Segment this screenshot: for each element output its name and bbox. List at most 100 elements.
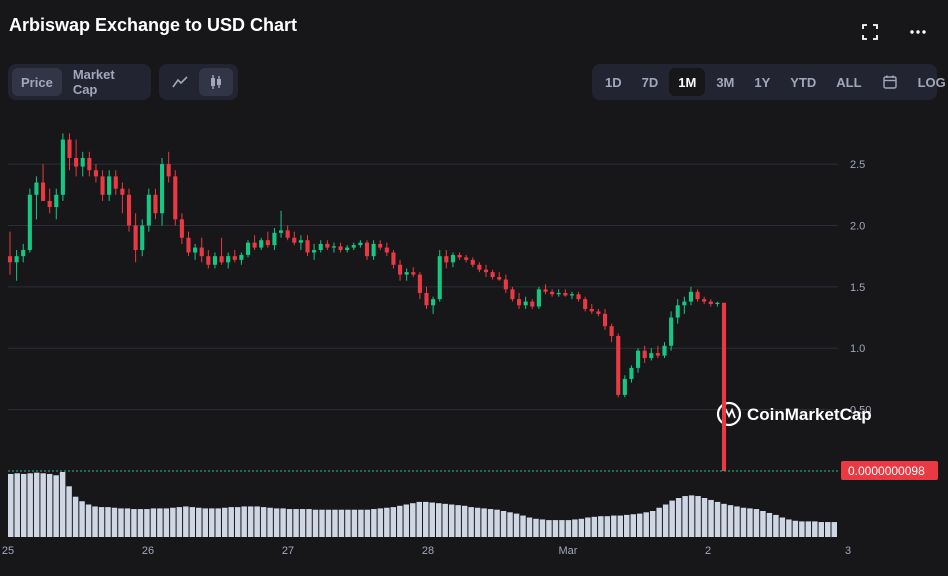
top-icons xyxy=(860,22,928,42)
volume-bar xyxy=(435,503,442,537)
candle-body xyxy=(133,225,138,251)
volume-bar xyxy=(364,509,371,537)
volume-bar xyxy=(332,509,338,537)
tab-3m[interactable]: 3M xyxy=(716,74,735,90)
coinmarketcap-logo-icon xyxy=(716,401,742,427)
candle-body xyxy=(113,176,118,189)
candle-body xyxy=(232,256,237,260)
candle-body xyxy=(60,139,65,195)
candle-body xyxy=(609,326,614,336)
metric-tabs: Price Market Cap xyxy=(8,64,151,100)
candle-body xyxy=(642,350,647,359)
volume-bar xyxy=(403,504,410,537)
candle-body xyxy=(675,305,680,318)
volume-bar xyxy=(124,508,131,537)
volume-bar xyxy=(98,507,105,537)
volume-bar xyxy=(111,507,118,537)
volume-bar xyxy=(598,516,604,537)
candle-body xyxy=(464,257,469,260)
tab-1m[interactable]: 1M xyxy=(669,68,706,96)
candle-body xyxy=(338,246,343,251)
tab-1d[interactable]: 1D xyxy=(605,74,622,90)
date-range-button[interactable] xyxy=(873,68,907,96)
tab-all[interactable]: ALL xyxy=(836,74,862,90)
volume-bar xyxy=(131,509,137,537)
tab-1y[interactable]: 1Y xyxy=(754,74,771,90)
calendar-icon xyxy=(882,75,897,89)
volume-bar xyxy=(624,514,630,537)
candle-body xyxy=(146,194,151,226)
volume-bar xyxy=(299,509,306,537)
candle-body xyxy=(550,291,555,295)
x-tick-label: 28 xyxy=(422,545,434,557)
tab-ytd[interactable]: YTD xyxy=(790,74,817,90)
candle-body xyxy=(351,245,356,248)
candle-body xyxy=(140,225,145,251)
candle-body xyxy=(470,259,475,265)
candle-body xyxy=(153,194,158,214)
volume-bar xyxy=(714,501,721,537)
candle-body xyxy=(636,350,641,368)
candle-body xyxy=(682,301,687,306)
fullscreen-icon[interactable] xyxy=(860,22,880,42)
candle-body xyxy=(93,170,98,177)
candle-body xyxy=(285,230,290,238)
candle-body xyxy=(510,289,515,300)
candle-body xyxy=(292,237,297,243)
volume-bar xyxy=(831,522,837,537)
candle-body xyxy=(616,335,621,395)
candle-body xyxy=(556,293,561,295)
volume-bar xyxy=(423,501,429,537)
price-chart[interactable]: 0.50 1.0 1.5 2.0 2.5 CoinMarketCap 25 26 27 28 M… xyxy=(0,100,948,571)
candle-body xyxy=(358,242,363,246)
candle-body xyxy=(259,240,264,248)
x-tick-label: Mar xyxy=(559,545,578,557)
volume-bar xyxy=(604,516,611,537)
candle-body xyxy=(279,230,284,233)
volume-bar xyxy=(59,472,66,537)
volume-bar xyxy=(682,496,688,537)
candle-body xyxy=(100,176,105,195)
more-icon[interactable] xyxy=(908,22,928,42)
volume-bar xyxy=(293,509,299,537)
chart-title: Arbiswap Exchange to USD Chart xyxy=(9,15,298,35)
line-chart-button[interactable] xyxy=(163,68,197,96)
volume-bar xyxy=(708,499,714,537)
tab-7d[interactable]: 7D xyxy=(641,74,659,90)
volume-bar xyxy=(118,508,124,537)
volume-bar xyxy=(358,509,364,537)
candle-body xyxy=(669,317,674,346)
volume-bar xyxy=(585,517,591,537)
candle-body xyxy=(583,299,588,309)
candle-body xyxy=(318,243,323,251)
candle-body xyxy=(80,157,85,167)
volume-bar xyxy=(306,509,312,537)
candle-body xyxy=(503,279,508,290)
x-tick-label: 27 xyxy=(282,545,294,557)
volume-bar xyxy=(14,473,20,537)
candle-body xyxy=(87,157,92,171)
candle-body xyxy=(629,367,634,379)
volume-bar xyxy=(753,509,760,537)
tab-price[interactable]: Price xyxy=(12,68,62,96)
candle-body xyxy=(444,256,449,263)
tab-log[interactable]: LOG xyxy=(917,74,946,90)
volume-bar xyxy=(79,501,85,537)
volume-bar xyxy=(572,519,578,537)
candle-body xyxy=(199,247,204,257)
current-price-badge: 0.0000000098 xyxy=(841,461,938,480)
x-tick-label: 26 xyxy=(142,545,154,557)
candle-body xyxy=(265,240,270,246)
candle-body xyxy=(602,313,608,327)
volume-bar xyxy=(371,509,377,537)
candle-body xyxy=(331,246,336,248)
candle-body xyxy=(34,182,39,195)
candlestick-button[interactable] xyxy=(199,68,233,96)
candle-body xyxy=(378,243,383,248)
candle-body xyxy=(384,247,389,253)
volume-bar xyxy=(137,509,144,537)
tab-market-cap[interactable]: Market Cap xyxy=(72,67,115,97)
volume-bar xyxy=(234,507,241,537)
volume-bar xyxy=(565,520,572,537)
volume-bar xyxy=(701,498,708,537)
